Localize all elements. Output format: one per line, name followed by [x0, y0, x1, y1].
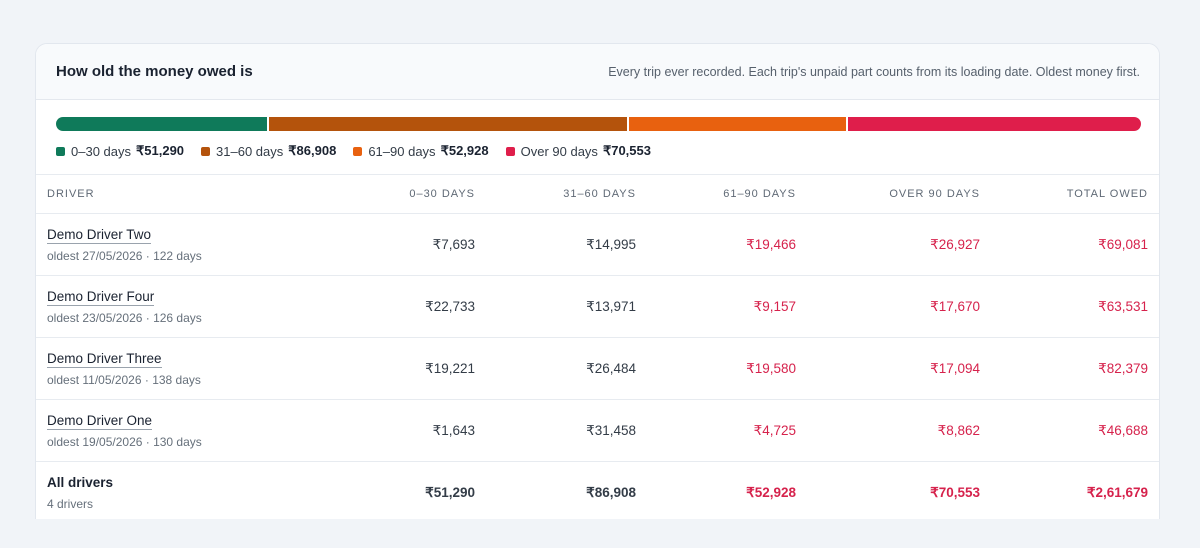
- column-header: OVER 90 DAYS: [889, 188, 980, 200]
- amount-cell: ₹31,458: [586, 423, 636, 438]
- column-header: 61–90 DAYS: [723, 188, 796, 200]
- amount-cell: ₹19,580: [746, 361, 796, 376]
- amount-cell: ₹17,670: [930, 299, 980, 314]
- amount-cell: ₹8,862: [937, 423, 980, 438]
- aging-card: How old the money owed is Every trip eve…: [35, 43, 1160, 519]
- amount-cell: ₹19,466: [746, 237, 796, 252]
- card-header: How old the money owed is Every trip eve…: [36, 44, 1159, 100]
- bar-segment: [629, 117, 849, 131]
- legend-label: 31–60 days: [216, 143, 284, 159]
- divider: [36, 174, 1159, 175]
- legend-value: ₹70,553: [602, 143, 651, 158]
- column-header: TOTAL OWED: [1066, 188, 1148, 200]
- amount-cell: ₹22,733: [425, 299, 475, 314]
- amount-cell: ₹19,221: [425, 361, 475, 376]
- amount-cell: ₹82,379: [1098, 361, 1148, 376]
- legend-swatch: [505, 146, 515, 156]
- amount-cell: ₹14,995: [586, 237, 636, 252]
- card-title: How old the money owed is: [56, 63, 253, 80]
- legend-item: 61–90 days ₹52,928: [353, 143, 489, 159]
- driver-name: All drivers: [47, 475, 114, 490]
- amount-cell: ₹26,484: [586, 361, 636, 376]
- legend-label: 61–90 days: [368, 143, 436, 159]
- amount-cell: ₹17,094: [930, 361, 980, 376]
- legend-item: 31–60 days ₹86,908: [201, 143, 336, 159]
- legend-value: ₹51,290: [136, 143, 185, 158]
- amount-cell: ₹2,61,679: [1086, 485, 1148, 500]
- legend-swatch: [56, 146, 65, 156]
- driver-name[interactable]: Demo Driver One: [47, 413, 153, 430]
- divider: [36, 275, 1159, 276]
- legend-value: ₹86,908: [288, 143, 337, 158]
- amount-cell: ₹70,553: [930, 485, 980, 500]
- divider: [36, 399, 1159, 400]
- divider: [36, 213, 1159, 214]
- column-header: 31–60 DAYS: [563, 188, 636, 200]
- column-header: 0–30 DAYS: [409, 188, 475, 200]
- legend-item: Over 90 days ₹70,553: [505, 143, 651, 159]
- amount-cell: ₹26,927: [930, 237, 980, 252]
- legend-label: Over 90 days: [520, 143, 598, 159]
- column-header: DRIVER: [47, 188, 95, 200]
- legend: 0–30 days ₹51,290 31–60 days ₹86,908 61–90 d…: [56, 143, 651, 159]
- amount-cell: ₹52,928: [746, 485, 796, 500]
- amount-cell: ₹63,531: [1098, 299, 1148, 314]
- legend-item: 0–30 days ₹51,290: [56, 143, 184, 159]
- driver-name[interactable]: Demo Driver Three: [47, 351, 162, 368]
- amount-cell: ₹13,971: [586, 299, 636, 314]
- amount-cell: ₹9,157: [753, 299, 796, 314]
- aging-bar: [56, 117, 1141, 131]
- amount-cell: ₹1,643: [432, 423, 475, 438]
- amount-cell: ₹86,908: [586, 485, 636, 500]
- driver-detail: oldest 11/05/2026 · 138 days: [47, 373, 201, 387]
- legend-label: 0–30 days: [71, 143, 131, 159]
- amount-cell: ₹69,081: [1098, 237, 1148, 252]
- driver-detail: oldest 23/05/2026 · 126 days: [47, 311, 202, 325]
- bar-segment: [268, 117, 629, 131]
- bar-segment: [56, 117, 269, 131]
- driver-name[interactable]: Demo Driver Four: [47, 289, 155, 306]
- driver-name[interactable]: Demo Driver Two: [47, 227, 152, 244]
- legend-value: ₹52,928: [440, 143, 489, 158]
- driver-detail: oldest 27/05/2026 · 122 days: [47, 249, 202, 263]
- amount-cell: ₹4,725: [753, 423, 796, 438]
- divider: [36, 461, 1159, 462]
- amount-cell: ₹51,290: [425, 485, 475, 500]
- amount-cell: ₹46,688: [1098, 423, 1148, 438]
- card-subtitle: Every trip ever recorded. Each trip's un…: [608, 65, 1140, 79]
- amount-cell: ₹7,693: [432, 237, 475, 252]
- driver-detail: oldest 19/05/2026 · 130 days: [47, 435, 202, 449]
- driver-detail: 4 drivers: [47, 497, 94, 511]
- bar-segment: [848, 117, 1141, 131]
- legend-swatch: [353, 146, 363, 156]
- divider: [36, 337, 1159, 338]
- legend-swatch: [201, 146, 211, 156]
